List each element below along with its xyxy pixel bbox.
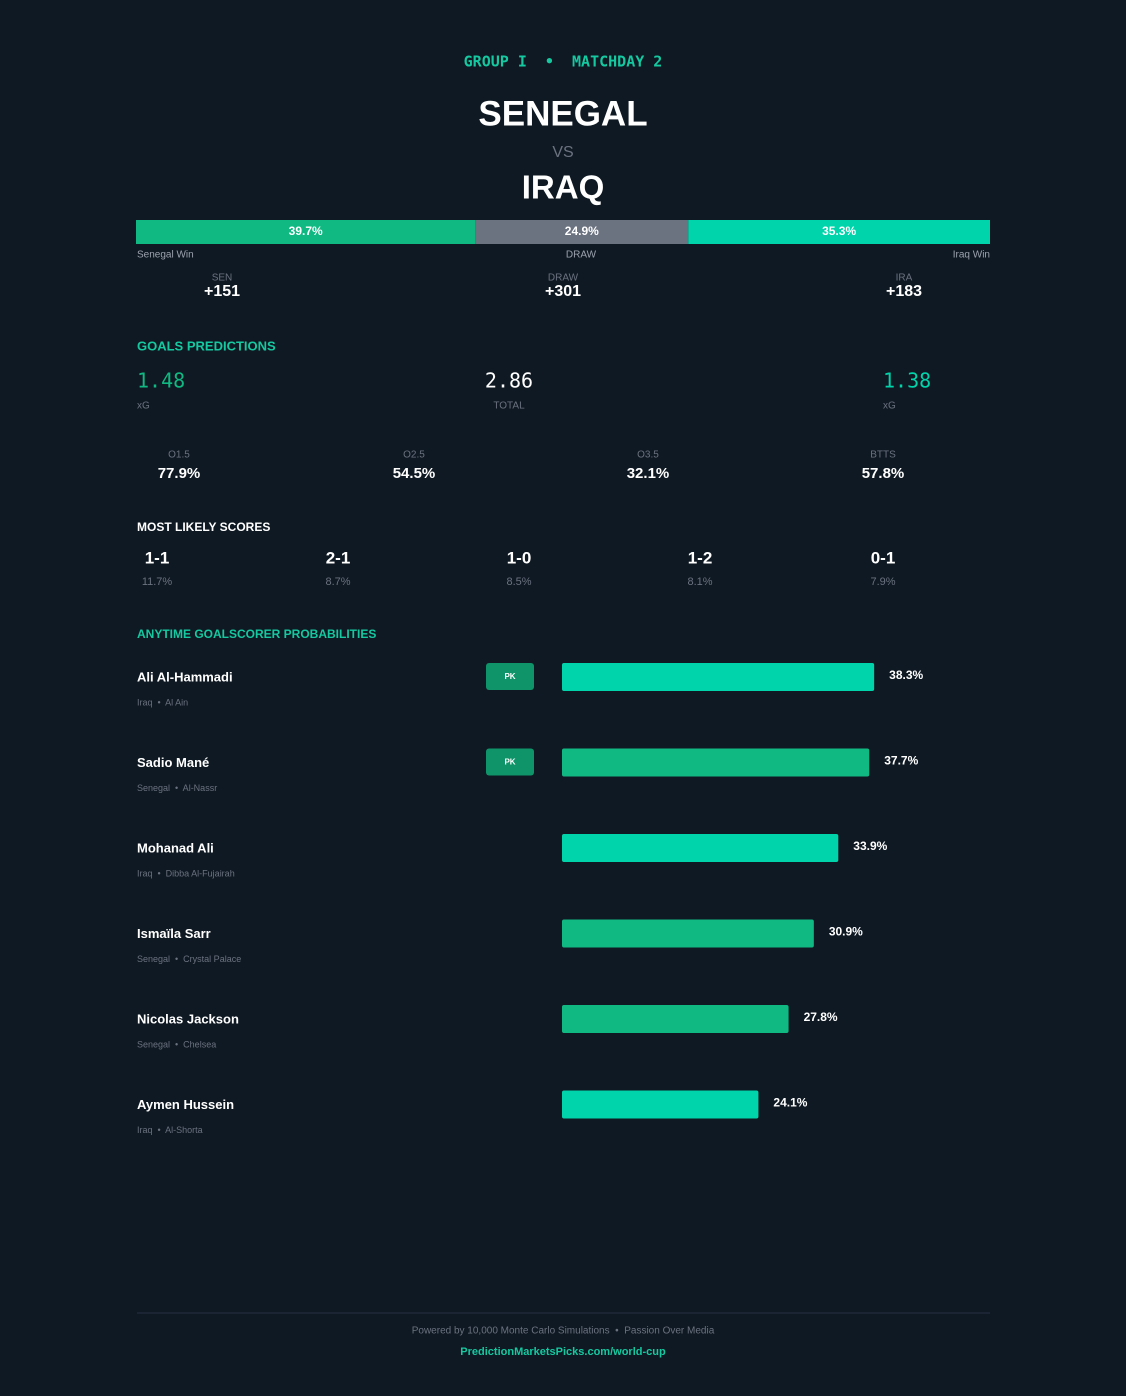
score-probability: 8.5% [506, 576, 531, 588]
probability-bar [562, 1005, 789, 1033]
player-name: Mohanad Ali [137, 840, 214, 855]
probability-bar [562, 1090, 759, 1119]
odds-label: IRA [896, 273, 913, 284]
away-team: IRAQ [522, 169, 605, 206]
outcome-label: Senegal Win [137, 250, 194, 261]
probability-label: 37.7% [884, 754, 918, 768]
score: 1-2 [688, 548, 713, 567]
outcome-value: 35.3% [822, 224, 856, 238]
score: 2-1 [326, 548, 351, 567]
market-value: 77.9% [158, 465, 201, 482]
pk-badge [486, 748, 534, 776]
player-name: Ali Al-Hammadi [137, 669, 233, 684]
score: 1-0 [507, 548, 532, 567]
player-name: Sadio Mané [137, 755, 209, 770]
player-team: Iraq • Al Ain [137, 697, 188, 707]
player-name: Aymen Hussein [137, 1097, 234, 1112]
pk-label: PK [504, 672, 515, 681]
score: 1-1 [145, 548, 170, 567]
player-team: Senegal • Al-Nassr [137, 783, 217, 793]
section-title: MOST LIKELY SCORES [137, 520, 270, 534]
outcome-value: 39.7% [289, 224, 323, 238]
market-label: O3.5 [637, 450, 659, 461]
outcome-segment [688, 220, 990, 244]
market-value: 57.8% [862, 465, 905, 482]
home-team: SENEGAL [478, 94, 647, 133]
away-xg-label: xG [883, 401, 896, 412]
odds-value: +301 [545, 283, 581, 300]
player-team: Iraq • Dibba Al-Fujairah [137, 868, 235, 878]
section-title: GOALS PREDICTIONS [137, 338, 276, 353]
footer-link[interactable]: PredictionMarketsPicks.com/world-cup [460, 1346, 666, 1358]
score-probability: 8.1% [687, 576, 712, 588]
probability-label: 30.9% [829, 925, 863, 939]
outcome-label: Iraq Win [953, 250, 990, 261]
score: 0-1 [871, 548, 896, 567]
score-probability: 11.7% [142, 576, 173, 588]
player-team: Senegal • Crystal Palace [137, 954, 241, 964]
outcome-segment [136, 220, 476, 244]
market-label: BTTS [870, 450, 896, 461]
score-probability: 7.9% [870, 576, 895, 588]
probability-bar [562, 834, 839, 862]
odds-value: +183 [886, 283, 922, 300]
market-label: O2.5 [403, 450, 425, 461]
probability-label: 38.3% [889, 668, 923, 682]
outcome-value: 24.9% [565, 224, 599, 238]
odds-value: +151 [204, 283, 240, 300]
score-probability: 8.7% [325, 576, 350, 588]
probability-bar [562, 748, 870, 777]
home-xg: 1.48 [137, 369, 185, 393]
player-name: Ismaïla Sarr [137, 926, 211, 941]
pk-badge [486, 663, 534, 690]
odds-label: DRAW [548, 273, 579, 284]
odds-label: SEN [212, 273, 233, 284]
probability-bar [562, 663, 875, 691]
group-label: GROUP I • MATCHDAY 2 [464, 53, 663, 71]
player-team: Iraq • Al-Shorta [137, 1125, 203, 1135]
total-goals: 2.86 [485, 369, 533, 393]
market-label: O1.5 [168, 450, 190, 461]
player-team: Senegal • Chelsea [137, 1039, 216, 1049]
probability-label: 27.8% [804, 1010, 838, 1024]
outcome-segment [475, 220, 689, 244]
away-xg: 1.38 [883, 369, 931, 393]
probability-label: 33.9% [853, 839, 887, 853]
market-value: 32.1% [627, 465, 670, 482]
total-goals-label: TOTAL [493, 401, 525, 412]
player-name: Nicolas Jackson [137, 1011, 239, 1026]
section-title: ANYTIME GOALSCORER PROBABILITIES [137, 627, 376, 641]
outcome-label: DRAW [566, 250, 597, 261]
vs-label: VS [552, 144, 573, 161]
probability-bar [562, 919, 814, 948]
home-xg-label: xG [137, 401, 150, 412]
pk-label: PK [504, 758, 515, 767]
footer-note: Powered by 10,000 Monte Carlo Simulation… [412, 1326, 715, 1337]
market-value: 54.5% [393, 465, 436, 482]
probability-label: 24.1% [773, 1096, 807, 1110]
